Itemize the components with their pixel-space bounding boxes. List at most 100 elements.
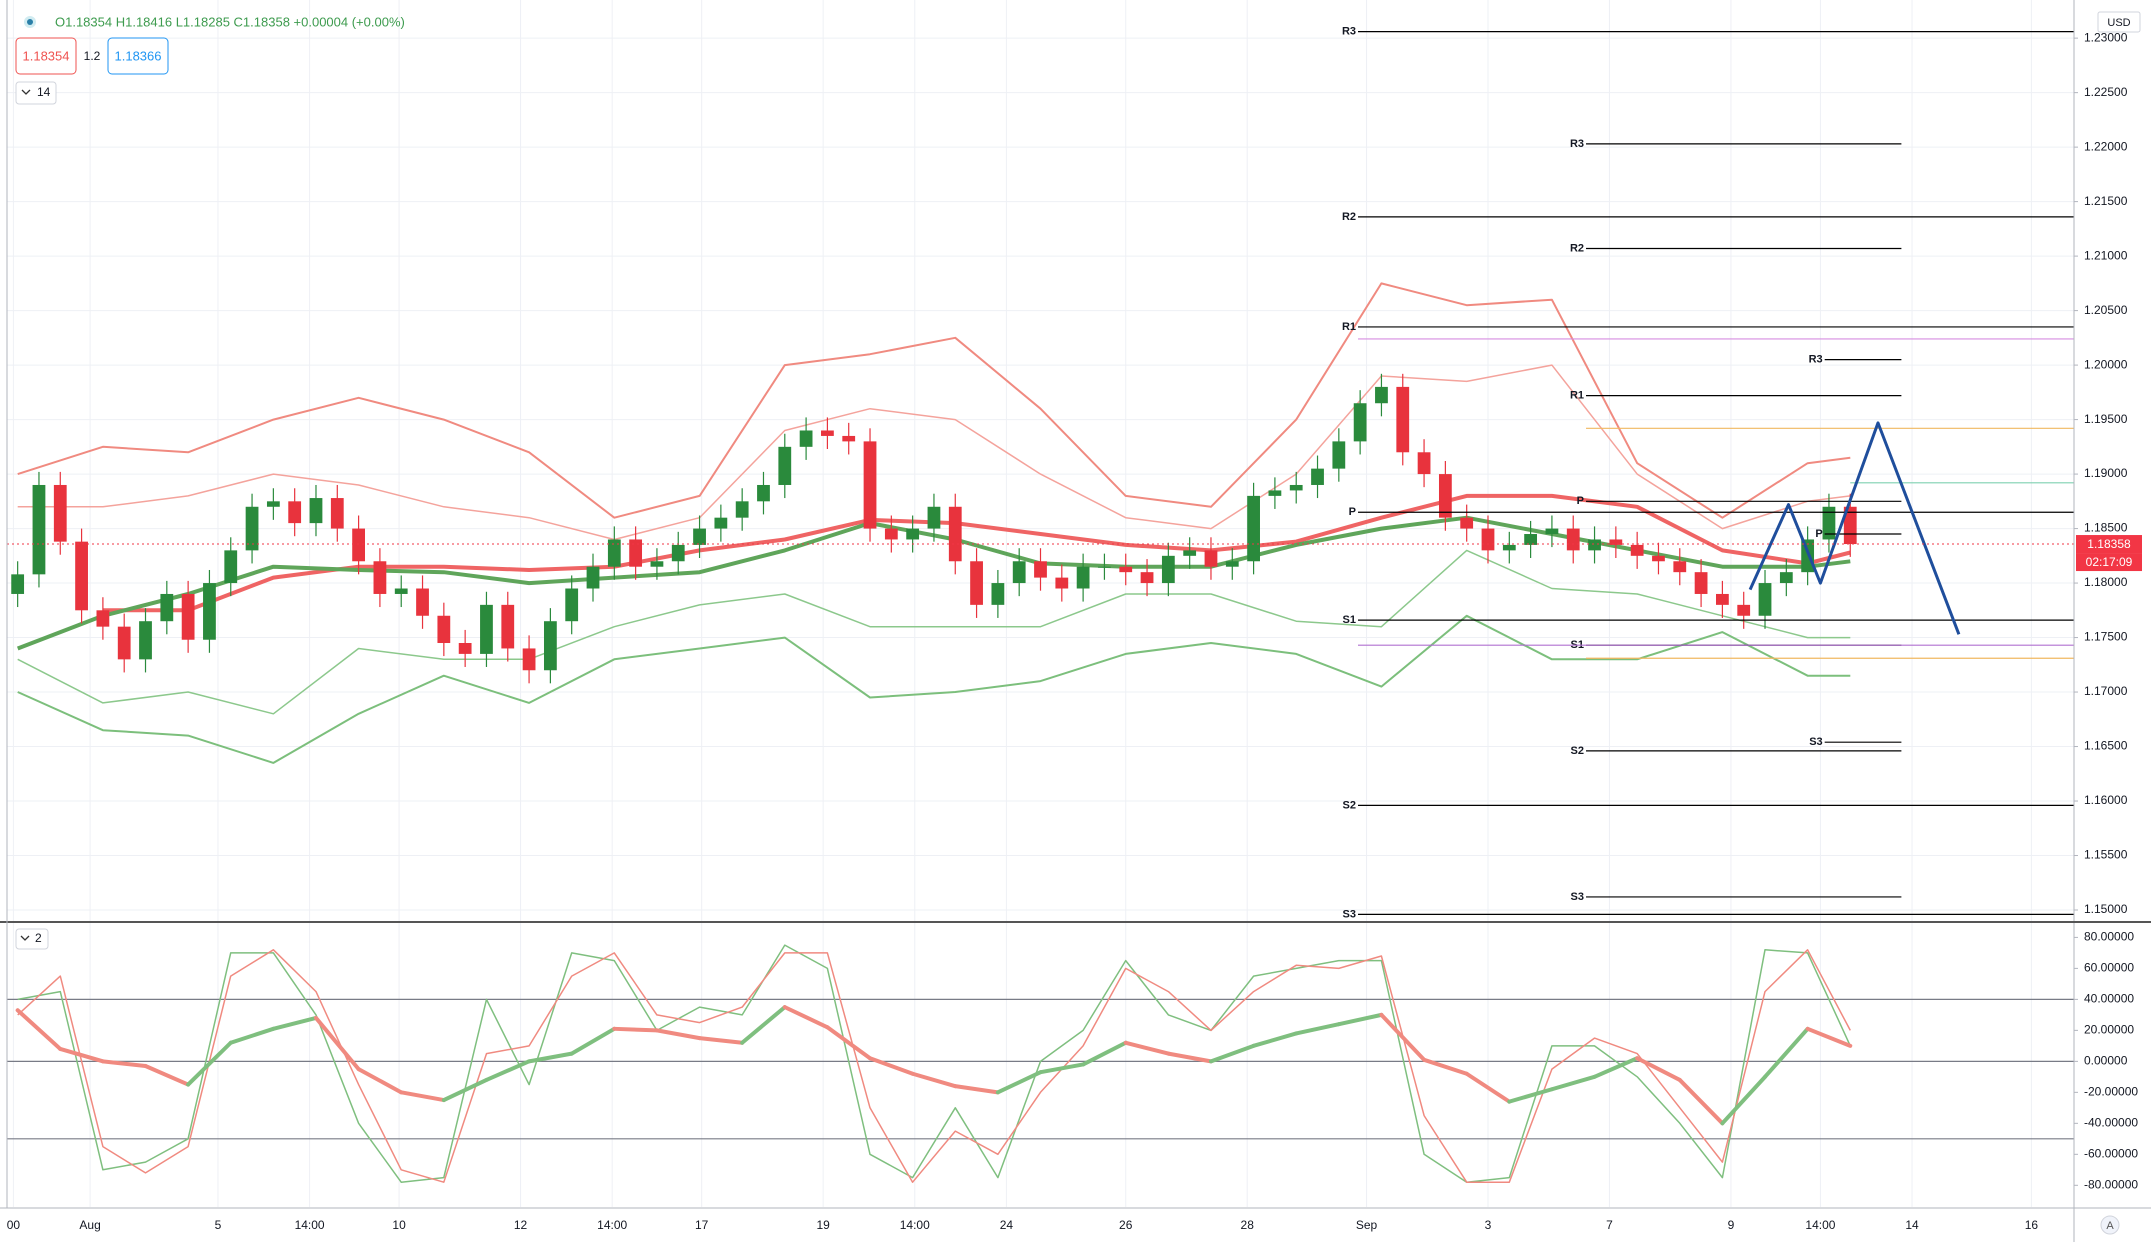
oscillator-segment	[1379, 1012, 1427, 1062]
series-layer	[7, 282, 2074, 1183]
y-tick-label: 1.19500	[2084, 412, 2128, 426]
y-tick-label: 1.20000	[2084, 357, 2128, 371]
oscillator-segment	[484, 1059, 532, 1082]
candle-body	[842, 435, 856, 442]
oscillator-segment	[782, 1005, 830, 1030]
indicator-period[interactable]: 14	[37, 85, 51, 99]
pattern-line	[1748, 421, 1961, 635]
candle-body	[1481, 528, 1495, 551]
pivot-label: S2	[1343, 799, 1356, 811]
pivot-label: R3	[1342, 26, 1356, 38]
buy-box[interactable]	[107, 37, 169, 75]
y-tick-label: -60.00000	[2084, 1146, 2138, 1160]
candle-body	[1460, 517, 1474, 529]
status-dot-core	[27, 19, 33, 25]
auto-scale-button[interactable]	[2100, 1215, 2120, 1235]
x-tick-label: Aug	[79, 1218, 100, 1232]
oscillator-segment	[569, 1026, 617, 1056]
pivot-label: R3	[1809, 354, 1823, 366]
currency-box[interactable]	[2097, 11, 2141, 33]
y-tick-label: 1.17500	[2084, 630, 2128, 644]
oscillator-period[interactable]: 2	[35, 931, 42, 945]
candle-body	[1353, 403, 1367, 442]
candle-body	[1183, 550, 1197, 556]
candle-body	[458, 643, 472, 654]
currency[interactable]: USD	[2107, 17, 2130, 29]
overlay: 1.15000 1.15500 1.16000 1.16500 1.17000 1.175…	[7, 30, 2142, 1232]
pivot-label: S1	[1343, 614, 1356, 626]
x-tick-label: 3	[1485, 1218, 1492, 1232]
y-tick-label: 20.00000	[2084, 1023, 2134, 1037]
band-line	[17, 364, 1851, 541]
candle-body	[821, 430, 834, 436]
y-tick-label: 1.22500	[2084, 85, 2128, 99]
candle-body	[437, 615, 451, 644]
y-tick-label: 1.19000	[2084, 466, 2128, 480]
candle-body	[1652, 555, 1665, 562]
candle-body	[1694, 572, 1708, 594]
candle-body	[1161, 555, 1175, 584]
oscillator-segment	[995, 1070, 1043, 1095]
candle-body	[1225, 561, 1239, 567]
x-tick-label: 5	[215, 1218, 222, 1232]
sell-price[interactable]: 1.18354	[23, 48, 70, 63]
x-tick-label: 14:00	[900, 1218, 930, 1232]
ohlc-legend: O1.18354 H1.18416 L1.18285 C1.18358 +0.0…	[55, 14, 405, 29]
oscillator-segment	[143, 1064, 191, 1087]
oscillator-segment	[1763, 1026, 1810, 1079]
pivot-label: P	[1815, 528, 1822, 540]
auto-scale-label[interactable]: A	[2106, 1220, 2114, 1232]
oscillator-segment	[441, 1077, 489, 1103]
candle-body	[1673, 561, 1687, 573]
price-axis-area	[2074, 0, 2151, 1242]
oscillator-segment	[953, 1084, 1000, 1095]
pivot-label: S2	[1571, 745, 1584, 757]
y-tick-label: -20.00000	[2084, 1085, 2138, 1099]
candle-body	[1098, 566, 1111, 568]
oscillator-segment	[271, 1015, 318, 1031]
oscillator-toggle[interactable]	[15, 928, 49, 950]
x-tick-label: 7	[1606, 1218, 1613, 1232]
sell-box[interactable]	[15, 37, 77, 75]
grid	[7, 0, 2074, 1207]
countdown: 02:17:09	[2086, 555, 2133, 569]
candle-body	[1566, 528, 1580, 551]
candle-body	[1417, 452, 1431, 475]
candle-body	[948, 506, 962, 562]
indicator-toggle[interactable]	[15, 81, 57, 105]
candle-body	[501, 604, 515, 649]
candle-body	[650, 561, 664, 567]
y-tick-label: 1.16000	[2084, 793, 2128, 807]
candle-body	[1843, 506, 1857, 545]
oscillator-segment	[910, 1071, 958, 1089]
pivot-label: R2	[1570, 242, 1584, 254]
candle-body	[1588, 539, 1601, 551]
candle-body	[96, 610, 110, 627]
oscillator-segment	[100, 1059, 148, 1068]
candle-body	[671, 544, 685, 562]
buy-price[interactable]: 1.18366	[115, 48, 162, 63]
candle-body	[1822, 506, 1836, 540]
y-tick-label: 1.23000	[2084, 30, 2128, 44]
candle-body	[1311, 468, 1324, 485]
candle-body	[522, 648, 536, 671]
candle-body	[565, 588, 579, 622]
candle-body	[416, 588, 429, 616]
candle-body	[160, 593, 174, 622]
oscillator-segment	[1251, 1031, 1299, 1048]
pivot-label: P	[1349, 506, 1356, 518]
oscillator-segment	[356, 1067, 404, 1095]
candle-body	[1396, 386, 1410, 453]
oscillator-segment	[313, 1015, 361, 1072]
y-tick-label: 1.16500	[2084, 739, 2128, 753]
oscillator-segment	[1294, 1022, 1341, 1036]
y-tick-label: 1.18000	[2084, 575, 2128, 589]
oscillator-segment	[1464, 1071, 1512, 1104]
candle-body	[352, 528, 365, 562]
candle-body	[1375, 386, 1388, 404]
y-tick-label: -80.00000	[2084, 1177, 2138, 1191]
